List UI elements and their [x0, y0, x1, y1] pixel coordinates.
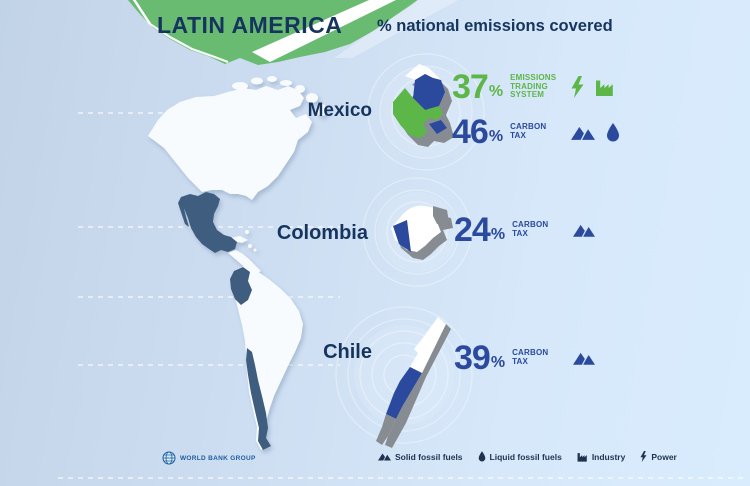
solid-fossil-fuels-icon [573, 223, 595, 237]
south-america-landmass [231, 266, 303, 450]
percent-sign: % [490, 226, 506, 243]
instrument-label: CARBON TAX [510, 122, 547, 140]
colombia-3d-shape [391, 205, 453, 260]
solid-fossil-fuels-icon [573, 351, 595, 365]
north-america-landmass [148, 86, 312, 200]
colombia-map-highlight [230, 267, 252, 305]
percent-sign: % [490, 354, 506, 371]
industry-icon [577, 452, 588, 462]
central-america-landmass [228, 250, 261, 274]
stat-value: 46 [452, 113, 489, 151]
legend-label: Industry [591, 451, 626, 462]
power-icon [571, 76, 584, 98]
stat-value: 37 [452, 68, 489, 106]
colombia-carbon-tax-stat: 24 % CARBON TAX [454, 213, 595, 247]
percent-sign: % [488, 83, 504, 100]
stat-value: 39 [454, 339, 491, 377]
legend-item-power: Power [640, 451, 677, 462]
chile-carbon-tax-stat: 39 % CARBON TAX [454, 341, 595, 375]
mexico-map-highlight [178, 192, 237, 253]
region-title: LATIN AMERICA [157, 12, 343, 38]
country-label-mexico: Mexico [307, 100, 372, 121]
instrument-label: EMISSIONS TRADING SYSTEM [510, 72, 557, 100]
mexico-carbon-tax-stat: 46 % CARBON TAX [452, 115, 620, 149]
legend-label: Power [651, 451, 677, 462]
legend-label: Solid fossil fuels [395, 451, 463, 462]
liquid-fossil-fuels-icon [606, 122, 620, 143]
country-label-chile: Chile [323, 341, 372, 363]
power-icon [640, 451, 647, 462]
solid-fossil-fuels-icon [571, 125, 595, 140]
emissions-covered-heading: % national emissions covered [377, 17, 613, 35]
americas-map [148, 76, 327, 450]
legend-item-industry: Industry [577, 451, 626, 462]
instrument-label: CARBON TAX [512, 220, 549, 238]
legend-item-solid-fossil-fuels: Solid fossil fuels [378, 452, 463, 462]
legend-label: Liquid fossil fuels [489, 451, 562, 462]
solid-fossil-fuels-icon [378, 452, 391, 461]
instrument-label: CARBON TAX [512, 348, 549, 366]
chile-map-highlight [246, 348, 271, 450]
stat-value: 24 [454, 211, 491, 249]
industry-icon [595, 79, 615, 96]
header-ribbon [128, 0, 459, 65]
arctic-islands [232, 76, 327, 116]
mexico-ets-stat: 37 % EMISSIONS TRADING SYSTEM [452, 70, 615, 104]
ribbon-swoosh [252, 0, 396, 62]
liquid-fossil-fuels-icon [478, 451, 486, 462]
mexico-3d-shape [393, 64, 454, 147]
legend: Solid fossil fuels Liquid fossil fuels I… [378, 451, 677, 462]
country-label-colombia: Colombia [276, 222, 368, 244]
globe-icon [162, 451, 176, 465]
world-bank-logo: WORLD BANK GROUP [162, 451, 256, 465]
legend-item-liquid-fossil-fuels: Liquid fossil fuels [478, 451, 562, 462]
chile-3d-shape [376, 317, 451, 448]
brand-label: WORLD BANK GROUP [180, 454, 256, 462]
percent-sign: % [488, 128, 504, 145]
